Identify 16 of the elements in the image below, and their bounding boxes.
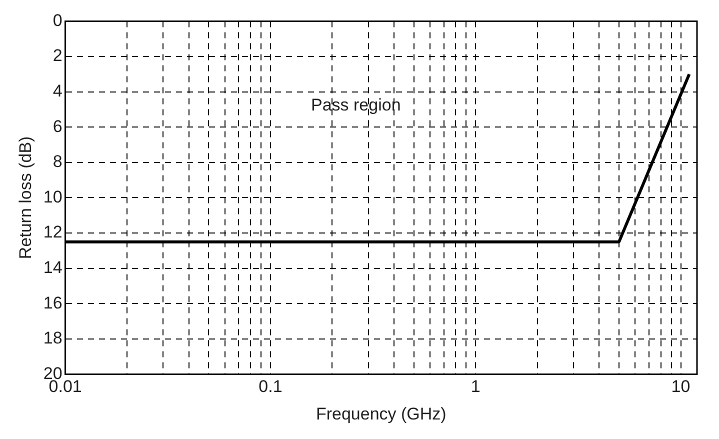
x-tick-label: 0.1 <box>258 377 282 396</box>
annotation: Pass region <box>310 96 401 115</box>
y-tick-label: 18 <box>43 328 62 348</box>
y-tick-label: 14 <box>43 258 62 277</box>
y-tick-label: 0 <box>52 10 62 30</box>
y-tick-label: 6 <box>52 116 62 136</box>
y-axis-title: Return loss (dB) <box>16 136 35 260</box>
y-tick-label: 12 <box>43 222 62 242</box>
y-tick-label: 16 <box>43 293 62 312</box>
y-tick-label: 8 <box>52 152 62 172</box>
y-tick-label: 4 <box>52 81 62 100</box>
x-tick-label: 1 <box>470 377 480 396</box>
y-tick-label: 2 <box>52 46 62 66</box>
x-axis-title: Frequency (GHz) <box>316 404 446 424</box>
y-tick-label: 10 <box>43 187 62 206</box>
x-tick-label: 10 <box>671 377 690 396</box>
